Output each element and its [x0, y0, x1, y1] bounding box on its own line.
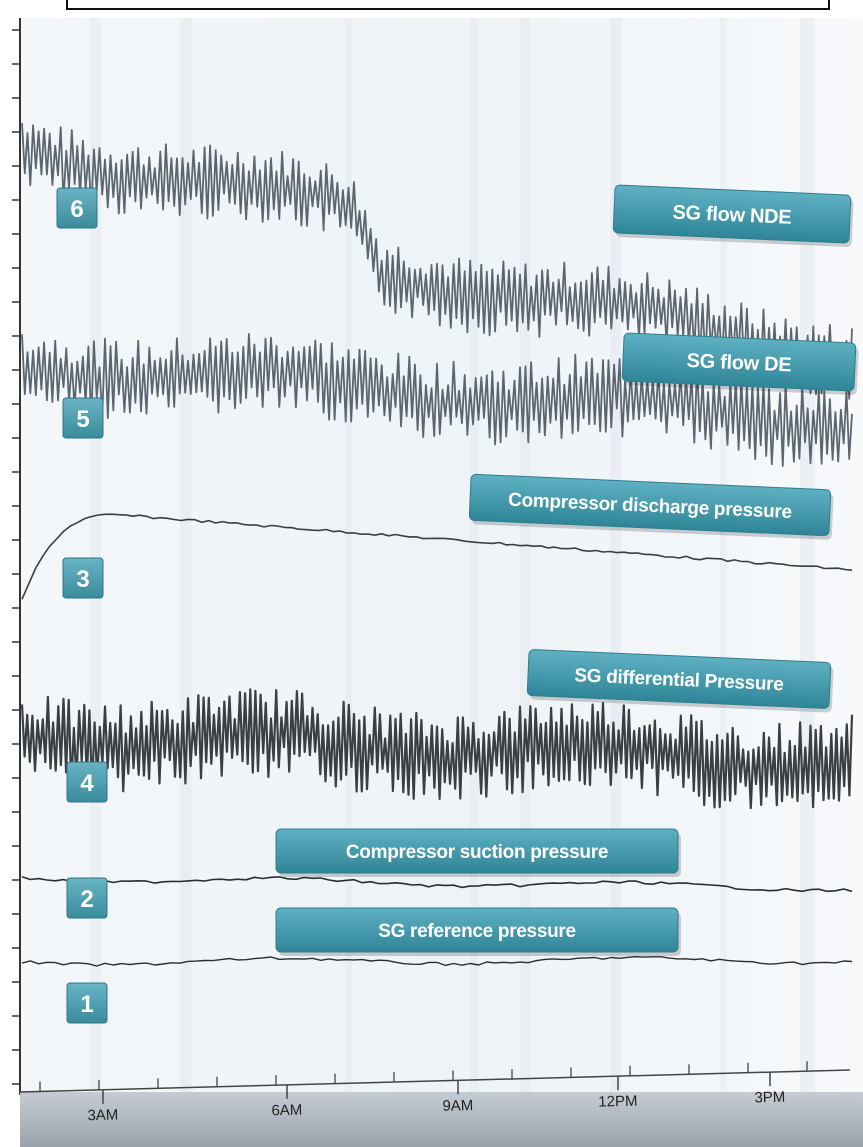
x-axis-ticks: 3AM 6AM 9AM 12PM 3PM — [39, 1061, 808, 1124]
x-axis-bar — [20, 1092, 863, 1147]
series-badges: 6 5 3 4 2 1 — [56, 187, 108, 1024]
badge-6: 6 — [70, 196, 83, 223]
label-1: SG reference pressure — [275, 907, 681, 956]
paper-texture — [90, 18, 815, 1092]
x-tick-label: 12PM — [598, 1093, 638, 1111]
series-name-5: SG flow DE — [686, 350, 792, 377]
label-6: SG flow NDE — [612, 184, 854, 248]
label-5-box — [621, 332, 857, 392]
badge-3: 3 — [76, 566, 89, 593]
top-frame-box — [66, 0, 830, 10]
series-labels: SG flow NDE SG flow DE Compressor discharg… — [275, 184, 859, 956]
badge-3-box — [62, 557, 104, 599]
badge-6-box — [56, 187, 98, 229]
series-name-1: SG reference pressure — [378, 921, 576, 942]
series-line-1 — [21, 956, 853, 967]
badge-2: 2 — [80, 886, 93, 913]
label-1-box — [275, 907, 679, 953]
x-tick-label: 3AM — [87, 1106, 118, 1124]
y-axis-ticks — [12, 29, 20, 1085]
label-2: Compressor suction pressure — [275, 828, 681, 877]
series-name-2: Compressor suction pressure — [346, 842, 608, 863]
x-tick-label: 9AM — [442, 1097, 473, 1115]
badge-1: 1 — [80, 991, 93, 1018]
series-name-6: SG flow NDE — [672, 202, 792, 229]
label-3-box — [468, 473, 832, 537]
label-3: Compressor discharge pressure — [468, 473, 834, 540]
badge-4-box — [66, 761, 108, 803]
x-tick-label: 3PM — [754, 1089, 785, 1107]
label-6-box — [612, 184, 852, 244]
badge-1-box — [66, 982, 108, 1024]
badge-5: 5 — [76, 406, 89, 433]
label-4-box — [526, 649, 832, 709]
label-5: SG flow DE — [621, 332, 859, 395]
series-line-6 — [21, 122, 853, 400]
badge-4: 4 — [80, 770, 94, 797]
label-2-box — [275, 828, 679, 874]
series-line-3 — [21, 513, 853, 600]
series-line-2 — [21, 876, 853, 893]
badge-5-box — [62, 397, 104, 439]
x-tick-label: 6AM — [271, 1102, 302, 1120]
label-4: SG differential Pressure — [526, 649, 834, 713]
badge-2-box — [66, 877, 108, 919]
series-line-4 — [20, 688, 854, 810]
